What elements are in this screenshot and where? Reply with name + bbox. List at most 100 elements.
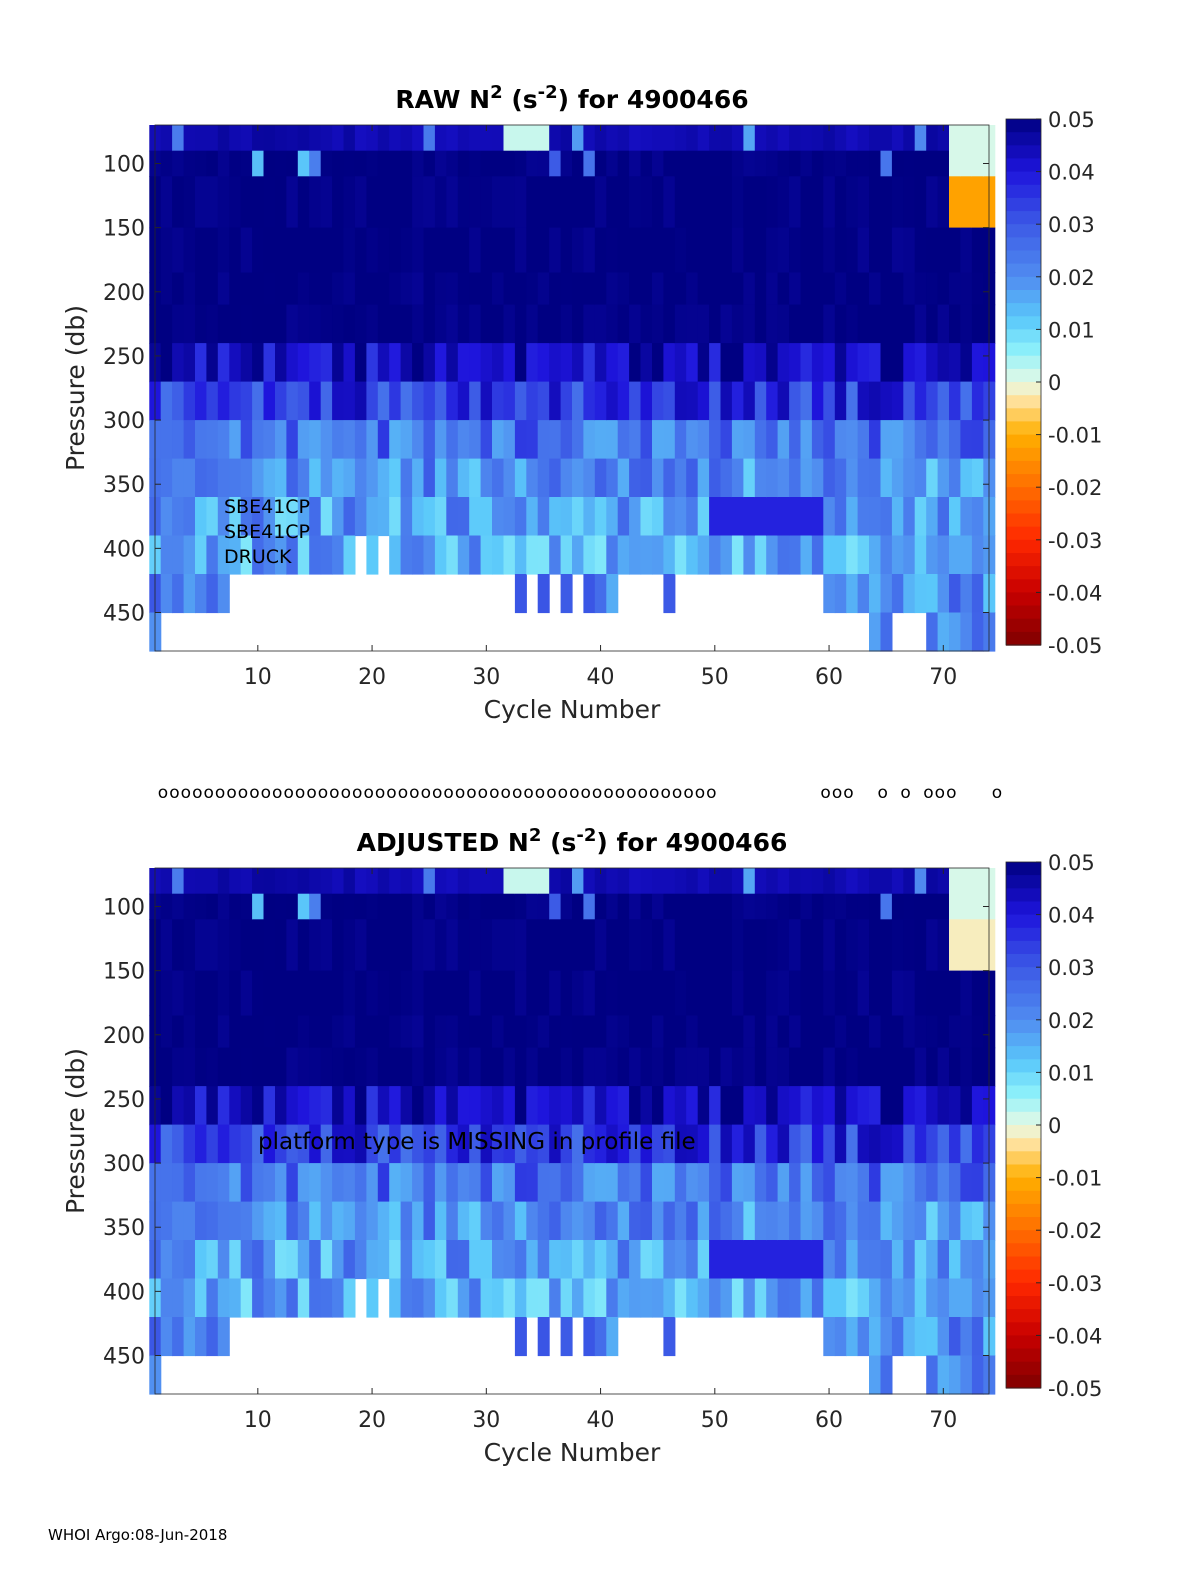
qc-marker: o bbox=[695, 783, 705, 803]
heatmap-cell bbox=[526, 343, 539, 383]
heatmap-cell bbox=[937, 176, 950, 229]
heatmap-cell bbox=[354, 1163, 367, 1203]
heatmap-cell bbox=[195, 1047, 207, 1087]
heatmap-cell bbox=[446, 458, 459, 498]
heatmap-cell bbox=[229, 343, 242, 383]
heatmap-cell bbox=[160, 227, 173, 274]
colorbar-segment bbox=[1006, 1296, 1041, 1310]
heatmap-cell bbox=[457, 970, 470, 1017]
heatmap-cell bbox=[492, 1015, 504, 1049]
heatmap-cell bbox=[309, 919, 322, 972]
heatmap-cell bbox=[869, 1163, 881, 1203]
heatmap-cell bbox=[366, 1240, 379, 1280]
heatmap-cell bbox=[263, 919, 276, 972]
x-tick-label: 10 bbox=[244, 1408, 272, 1433]
heatmap-cell bbox=[663, 304, 676, 344]
heatmap-cell bbox=[937, 420, 950, 460]
heatmap-cell bbox=[777, 1047, 790, 1087]
heatmap-cell bbox=[754, 535, 767, 575]
heatmap-cell bbox=[160, 1124, 173, 1164]
heatmap-cell bbox=[423, 1278, 436, 1318]
heatmap-cell bbox=[400, 304, 413, 344]
heatmap-cell bbox=[366, 420, 379, 460]
heatmap-cell bbox=[434, 381, 447, 421]
heatmap-cell bbox=[800, 497, 813, 537]
heatmap-cell bbox=[754, 1015, 767, 1049]
heatmap-cell bbox=[469, 343, 482, 383]
heatmap-cell bbox=[320, 919, 333, 972]
colorbar-segment bbox=[1006, 1072, 1041, 1087]
heatmap-cell bbox=[240, 1015, 253, 1049]
heatmap-cell bbox=[252, 919, 265, 972]
heatmap-cell bbox=[617, 304, 630, 344]
heatmap-cell bbox=[389, 1278, 402, 1318]
heatmap-cell bbox=[686, 304, 699, 344]
heatmap-cell bbox=[229, 1278, 242, 1318]
heatmap-cell bbox=[343, 497, 356, 537]
heatmap-cell bbox=[823, 1015, 836, 1049]
heatmap-cell bbox=[423, 227, 436, 274]
heatmap-cell bbox=[697, 272, 710, 306]
heatmap-cell bbox=[709, 304, 722, 344]
heatmap-cell bbox=[914, 304, 927, 344]
heatmap-cell bbox=[834, 970, 847, 1017]
heatmap-cell bbox=[777, 343, 790, 383]
heatmap-cell bbox=[971, 1317, 984, 1357]
heatmap-cell bbox=[469, 304, 482, 344]
heatmap-cell bbox=[206, 1124, 219, 1164]
heatmap-cell bbox=[514, 381, 527, 421]
heatmap-cell bbox=[400, 1086, 413, 1126]
heatmap-cell bbox=[354, 1086, 367, 1126]
heatmap-cell bbox=[229, 272, 242, 306]
heatmap-cell bbox=[686, 1047, 699, 1087]
heatmap-cell bbox=[709, 150, 722, 177]
heatmap-cell bbox=[686, 420, 699, 460]
heatmap-cell bbox=[549, 1015, 562, 1049]
heatmap-cell bbox=[309, 458, 322, 498]
heatmap-cell bbox=[731, 176, 744, 229]
heatmap-cell bbox=[572, 125, 584, 152]
heatmap-cell bbox=[960, 1355, 973, 1395]
heatmap-cell bbox=[846, 919, 859, 972]
heatmap-cell bbox=[457, 227, 470, 274]
heatmap-cell bbox=[400, 227, 413, 274]
heatmap-cell bbox=[800, 1163, 813, 1203]
qc-marker: o bbox=[192, 783, 202, 803]
heatmap-cell bbox=[971, 272, 984, 306]
heatmap-cell bbox=[446, 497, 459, 537]
heatmap-cell bbox=[640, 970, 653, 1017]
heatmap-cell bbox=[743, 420, 756, 460]
heatmap-cell bbox=[640, 535, 653, 575]
heatmap-cell bbox=[183, 574, 196, 614]
heatmap-cell bbox=[514, 497, 527, 537]
heatmap-cell bbox=[514, 1047, 527, 1087]
heatmap-cell bbox=[846, 574, 859, 614]
heatmap-cell bbox=[686, 1015, 699, 1049]
heatmap-cell bbox=[252, 304, 265, 344]
heatmap-cell bbox=[526, 458, 539, 498]
heatmap-cell bbox=[549, 1047, 562, 1087]
heatmap-cell bbox=[275, 1240, 287, 1280]
heatmap-cell bbox=[766, 497, 779, 537]
heatmap-cell bbox=[309, 893, 322, 920]
colorbar-segment bbox=[1006, 1203, 1041, 1218]
heatmap-cell bbox=[160, 535, 173, 575]
heatmap-cell bbox=[869, 150, 881, 177]
heatmap-cell bbox=[903, 1086, 916, 1126]
heatmap-cell bbox=[766, 893, 779, 920]
heatmap-cell bbox=[731, 1047, 744, 1087]
heatmap-cell bbox=[275, 1047, 287, 1087]
qc-marker: o bbox=[935, 783, 945, 803]
heatmap-cell bbox=[617, 868, 630, 895]
heatmap-cell bbox=[172, 970, 185, 1017]
heatmap-cell bbox=[617, 420, 630, 460]
heatmap-cell bbox=[286, 272, 299, 306]
heatmap-cell bbox=[789, 1278, 802, 1318]
heatmap-cell bbox=[914, 343, 927, 383]
heatmap-cell bbox=[217, 1047, 230, 1087]
heatmap-cell bbox=[286, 420, 299, 460]
sensor-annotation: DRUCK bbox=[224, 546, 292, 568]
heatmap-cell bbox=[617, 343, 630, 383]
heatmap-cell bbox=[332, 176, 345, 229]
heatmap-cell bbox=[640, 1047, 653, 1087]
